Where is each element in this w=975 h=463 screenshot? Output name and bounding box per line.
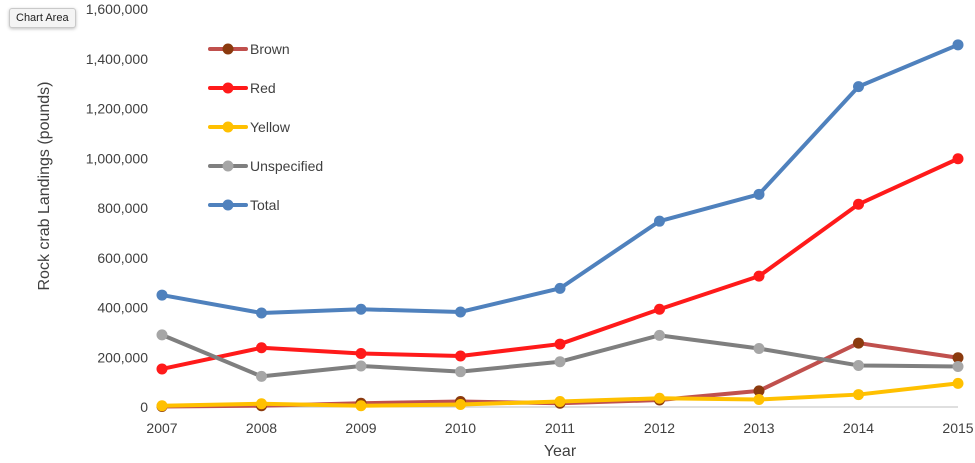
x-axis-title: Year [544, 443, 577, 460]
y-tick-label: 800,000 [97, 200, 148, 216]
data-point-total[interactable] [853, 81, 864, 93]
data-point-unspecified[interactable] [256, 370, 267, 382]
data-point-red[interactable] [355, 348, 367, 360]
series-line-red[interactable] [160, 156, 960, 371]
x-tick-label: 2012 [644, 420, 675, 436]
legend-item-red[interactable]: Red [208, 80, 276, 96]
data-point-red[interactable] [156, 363, 168, 375]
data-point-yellow[interactable] [853, 389, 864, 401]
series-total[interactable] [156, 39, 964, 319]
data-point-yellow[interactable] [455, 399, 466, 411]
data-point-total[interactable] [156, 289, 168, 301]
data-point-yellow[interactable] [156, 400, 168, 412]
legend: Brown Red Yellow Unspecified Total [208, 41, 323, 213]
legend-label-unspecified: Unspecified [250, 158, 323, 174]
data-point-unspecified[interactable] [952, 360, 964, 372]
data-point-total[interactable] [256, 307, 267, 319]
series-unspecified[interactable] [156, 329, 964, 382]
legend-marker-red [222, 82, 234, 94]
legend-label-red: Red [250, 80, 276, 96]
x-tick-label: 2015 [942, 420, 973, 436]
x-tick-label: 2009 [345, 420, 376, 436]
y-tick-label: 1,400,000 [86, 51, 148, 67]
legend-label-brown: Brown [250, 41, 290, 57]
legend-item-unspecified[interactable]: Unspecified [208, 158, 323, 174]
y-tick-label: 400,000 [97, 300, 148, 316]
y-tick-label: 1,600,000 [86, 1, 148, 17]
data-point-unspecified[interactable] [455, 366, 466, 378]
data-point-red[interactable] [256, 342, 267, 354]
data-point-total[interactable] [753, 188, 765, 200]
data-point-yellow[interactable] [654, 392, 665, 404]
data-point-yellow[interactable] [554, 396, 566, 408]
y-tick-label: 1,000,000 [86, 150, 148, 166]
series-red[interactable] [156, 153, 964, 375]
data-point-brown[interactable] [853, 337, 864, 349]
data-point-unspecified[interactable] [853, 359, 864, 371]
y-tick-label: 1,200,000 [86, 101, 148, 117]
data-point-total[interactable] [355, 303, 367, 315]
series-line-total[interactable] [160, 42, 960, 315]
y-tick-label: 600,000 [97, 250, 148, 266]
legend-marker-total [222, 199, 234, 211]
data-point-brown[interactable] [952, 352, 964, 364]
y-axis-title: Rock crab Landings (pounds) [36, 81, 53, 290]
legend-item-yellow[interactable]: Yellow [208, 119, 291, 135]
data-point-total[interactable] [554, 282, 566, 294]
series-yellow[interactable] [156, 377, 964, 412]
data-point-yellow[interactable] [256, 398, 267, 410]
data-point-red[interactable] [554, 338, 566, 350]
data-point-red[interactable] [654, 303, 665, 315]
legend-marker-brown [222, 43, 234, 55]
x-tick-label: 2013 [743, 420, 774, 436]
legend-marker-unspecified [222, 160, 234, 172]
legend-item-total[interactable]: Total [208, 197, 280, 213]
y-tick-label: 200,000 [97, 349, 148, 365]
x-tick-label: 2007 [146, 420, 177, 436]
data-point-unspecified[interactable] [654, 329, 665, 341]
legend-item-brown[interactable]: Brown [208, 41, 290, 57]
data-point-total[interactable] [455, 306, 466, 318]
data-point-red[interactable] [952, 153, 964, 165]
data-point-red[interactable] [455, 350, 466, 362]
y-tick-label: 0 [140, 399, 148, 415]
legend-label-total: Total [250, 197, 280, 213]
data-point-yellow[interactable] [355, 400, 367, 412]
data-point-red[interactable] [853, 198, 864, 210]
legend-marker-yellow [222, 121, 234, 133]
data-point-red[interactable] [753, 270, 765, 282]
y-tick-labels: 0 200,000 400,000 600,000 800,000 1,000,000 1,… [86, 1, 149, 415]
data-point-yellow[interactable] [753, 394, 765, 406]
x-tick-label: 2008 [246, 420, 277, 436]
data-point-total[interactable] [952, 39, 964, 51]
series-layer [156, 39, 964, 413]
x-tick-label: 2014 [843, 420, 874, 436]
data-point-unspecified[interactable] [554, 356, 566, 368]
x-tick-label: 2010 [445, 420, 476, 436]
data-point-total[interactable] [654, 215, 665, 227]
x-tick-label: 2011 [545, 420, 575, 436]
data-point-unspecified[interactable] [753, 343, 765, 355]
legend-label-yellow: Yellow [250, 119, 291, 135]
data-point-unspecified[interactable] [355, 360, 367, 372]
chart-area-tooltip: Chart Area [9, 8, 76, 28]
x-tick-labels: 2007 2008 2009 2010 2011 2012 2013 2014 2015 [146, 420, 973, 436]
data-point-unspecified[interactable] [156, 329, 168, 341]
data-point-brown[interactable] [753, 385, 765, 397]
data-point-yellow[interactable] [952, 377, 964, 389]
